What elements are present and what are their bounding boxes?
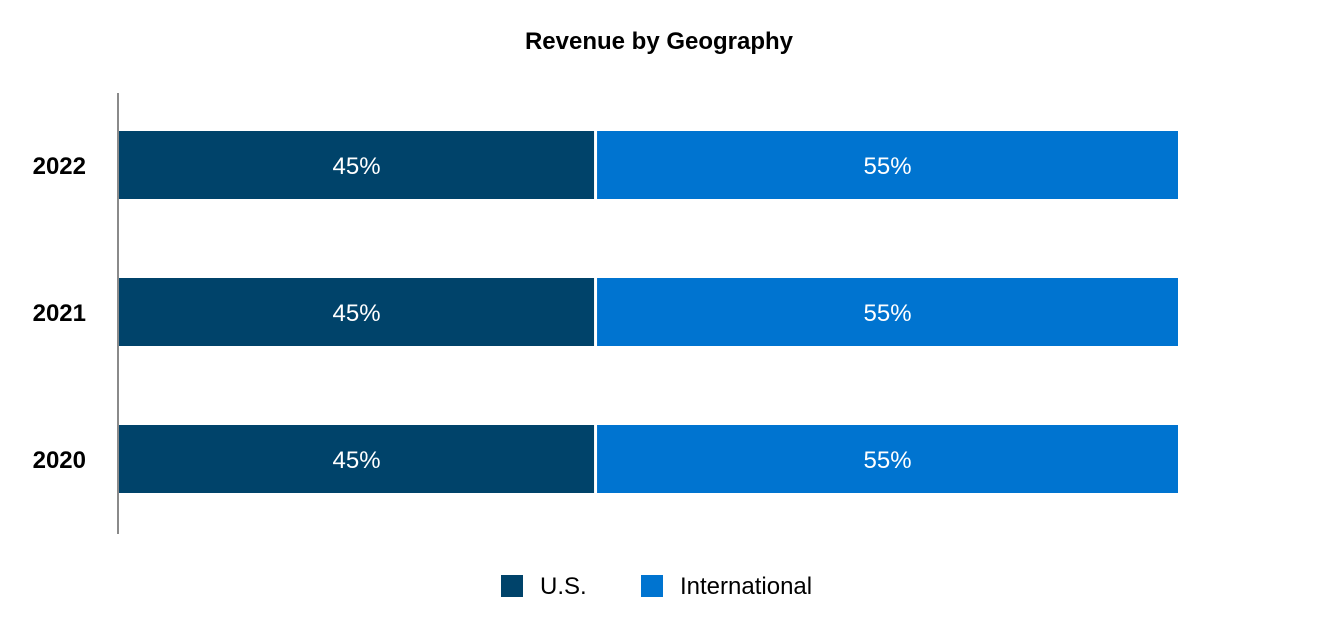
legend-swatch-u-s	[501, 575, 523, 597]
bar-label-international-2021: 55%	[864, 300, 912, 327]
bar-international-2020	[597, 425, 1178, 493]
category-label-2020: 2020	[33, 447, 86, 474]
bar-u-s-2022	[119, 131, 595, 199]
bar-u-s-2021	[119, 278, 595, 346]
category-label-2021: 2021	[33, 300, 86, 327]
bar-label-u-s-2021: 45%	[333, 300, 381, 327]
bar-u-s-2020	[119, 425, 595, 493]
legend-swatch-international	[641, 575, 663, 597]
legend-label-international: International	[680, 573, 812, 600]
bar-international-2021	[597, 278, 1178, 346]
chart-title: Revenue by Geography	[525, 28, 794, 55]
bar-label-u-s-2022: 45%	[333, 153, 381, 180]
bar-label-international-2020: 55%	[864, 447, 912, 474]
bar-international-2022	[597, 131, 1178, 199]
category-label-2022: 2022	[33, 153, 86, 180]
bars-group: 45% 55% 45% 55% 45% 55%	[119, 131, 1178, 493]
bar-label-international-2022: 55%	[864, 153, 912, 180]
legend: U.S. International	[501, 573, 812, 600]
bar-label-u-s-2020: 45%	[333, 447, 381, 474]
legend-label-u-s: U.S.	[540, 573, 587, 600]
category-labels: 2022 2021 2020	[33, 153, 86, 474]
